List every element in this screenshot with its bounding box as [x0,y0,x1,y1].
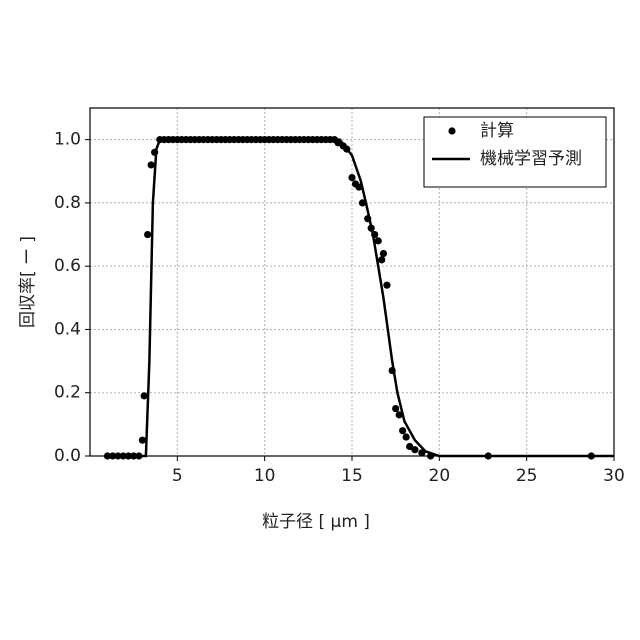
y-tick-label: 0.8 [54,193,81,213]
data-point [392,405,399,412]
data-point [403,433,410,440]
y-tick-label: 0.0 [54,446,81,466]
x-tick-label: 20 [429,466,451,486]
legend-marker [448,127,455,134]
data-point [378,256,385,263]
x-tick-label: 30 [603,466,625,486]
data-point [144,231,151,238]
x-tick-label: 10 [254,466,276,486]
data-point [411,446,418,453]
x-tick-label: 15 [341,466,363,486]
y-tick-label: 0.6 [54,256,81,276]
legend-label: 機械学習予測 [480,149,582,169]
y-tick-label: 0.4 [54,319,81,339]
y-tick-label: 0.2 [54,383,81,403]
data-point [148,161,155,168]
legend-label: 計算 [480,121,514,141]
data-point [139,437,146,444]
y-axis-label: 回収率[ ー ] [18,236,38,328]
data-point [383,282,390,289]
chart: 粒子径 [ μm ] 回収率[ ー ] 0.0 0.2 0.4 0.6 0.8 1.0 5 1… [0,0,640,640]
x-tick-label: 5 [172,466,183,486]
y-tick-label: 1.0 [54,130,81,150]
data-point [348,174,355,181]
data-point [141,392,148,399]
data-point [399,427,406,434]
x-tick-label: 25 [516,466,538,486]
data-point [380,250,387,257]
x-axis-label: 粒子径 [ μm ] [262,512,370,532]
